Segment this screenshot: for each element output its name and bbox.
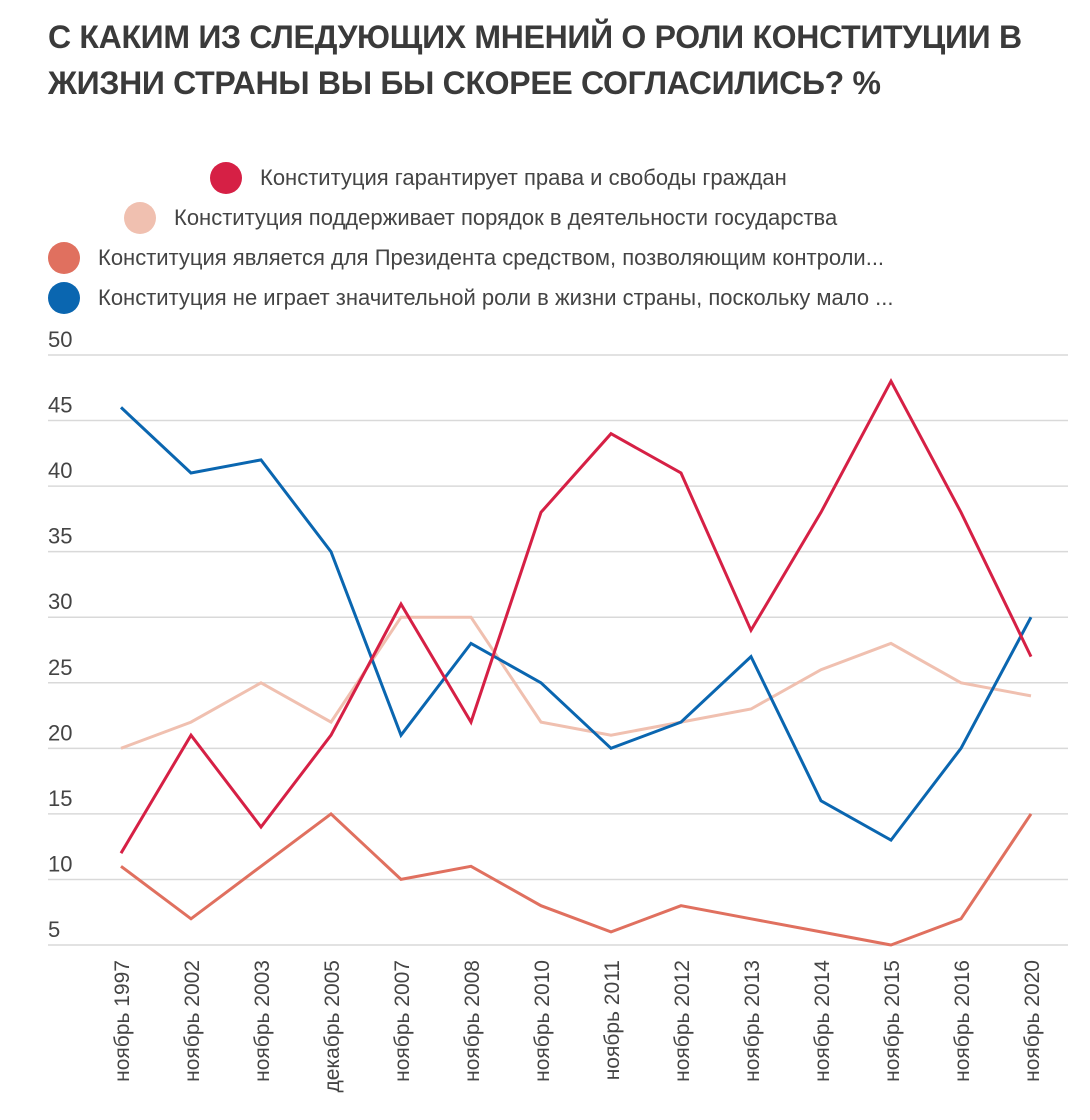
- data-point[interactable]: [607, 731, 615, 739]
- x-tick-label: ноябрь 2008: [461, 960, 484, 1082]
- y-tick-label: 30: [48, 589, 72, 614]
- data-point[interactable]: [397, 731, 405, 739]
- data-point[interactable]: [257, 862, 265, 870]
- legend-item-no-role[interactable]: Конституция не играет значительной роли …: [48, 280, 894, 316]
- data-point[interactable]: [747, 653, 755, 661]
- data-point[interactable]: [467, 639, 475, 647]
- y-tick-label: 5: [48, 917, 60, 942]
- data-point[interactable]: [887, 639, 895, 647]
- data-point[interactable]: [1027, 810, 1035, 818]
- data-point[interactable]: [747, 626, 755, 634]
- data-point[interactable]: [187, 731, 195, 739]
- data-point[interactable]: [257, 456, 265, 464]
- data-point[interactable]: [327, 718, 335, 726]
- data-point[interactable]: [537, 902, 545, 910]
- data-point[interactable]: [607, 430, 615, 438]
- data-point[interactable]: [327, 731, 335, 739]
- data-point[interactable]: [117, 862, 125, 870]
- data-point[interactable]: [117, 849, 125, 857]
- legend-label-rights: Конституция гарантирует права и свободы …: [260, 165, 787, 190]
- x-tick-label: ноябрь 2020: [1021, 960, 1044, 1082]
- x-tick-label: декабрь 2005: [321, 960, 344, 1092]
- y-tick-label: 20: [48, 720, 72, 745]
- data-point[interactable]: [117, 403, 125, 411]
- legend-item-rights[interactable]: Конституция гарантирует права и свободы …: [210, 160, 787, 196]
- data-point[interactable]: [537, 508, 545, 516]
- y-tick-label: 45: [48, 393, 72, 418]
- data-point[interactable]: [187, 469, 195, 477]
- legend-swatch-rights: [210, 162, 242, 194]
- y-tick-label: 40: [48, 458, 72, 483]
- data-point[interactable]: [467, 862, 475, 870]
- chart-title: С КАКИМ ИЗ СЛЕДУЮЩИХ МНЕНИЙ О РОЛИ КОНСТ…: [48, 19, 1022, 101]
- data-point[interactable]: [257, 823, 265, 831]
- y-tick-label: 35: [48, 524, 72, 549]
- legend-swatch-no-role: [48, 282, 80, 314]
- x-tick-label: ноябрь 2010: [531, 960, 554, 1082]
- data-point[interactable]: [957, 915, 965, 923]
- data-point[interactable]: [397, 875, 405, 883]
- data-point[interactable]: [817, 928, 825, 936]
- data-point[interactable]: [677, 718, 685, 726]
- x-tick-label: ноябрь 1997: [111, 960, 134, 1082]
- data-point[interactable]: [117, 744, 125, 752]
- data-point[interactable]: [187, 718, 195, 726]
- data-point[interactable]: [747, 705, 755, 713]
- data-point[interactable]: [817, 508, 825, 516]
- data-point[interactable]: [397, 613, 405, 621]
- data-point[interactable]: [887, 377, 895, 385]
- x-tick-label: ноябрь 2007: [391, 960, 414, 1082]
- data-point[interactable]: [467, 718, 475, 726]
- data-point[interactable]: [327, 810, 335, 818]
- data-point[interactable]: [467, 613, 475, 621]
- y-tick-label: 25: [48, 655, 72, 680]
- data-point[interactable]: [607, 744, 615, 752]
- y-tick-label: 15: [48, 786, 72, 811]
- x-tick-label: ноябрь 2016: [951, 960, 974, 1082]
- data-point[interactable]: [957, 679, 965, 687]
- data-point[interactable]: [1027, 653, 1035, 661]
- data-point[interactable]: [887, 941, 895, 949]
- series-line-3[interactable]: [119, 406, 1033, 843]
- series-line-1[interactable]: [120, 615, 1032, 750]
- data-point[interactable]: [817, 797, 825, 805]
- data-point[interactable]: [1027, 692, 1035, 700]
- x-tick-label: ноябрь 2003: [251, 960, 274, 1082]
- data-point[interactable]: [1027, 613, 1035, 621]
- y-tick-label: 10: [48, 851, 72, 876]
- y-tick-label: 50: [48, 327, 72, 352]
- legend-swatch-president: [48, 242, 80, 274]
- x-tick-label: ноябрь 2014: [811, 960, 834, 1082]
- data-point[interactable]: [677, 902, 685, 910]
- series-line-2[interactable]: [120, 811, 1033, 947]
- data-point[interactable]: [257, 679, 265, 687]
- data-point[interactable]: [187, 915, 195, 923]
- legend-label-order: Конституция поддерживает порядок в деяте…: [174, 205, 838, 230]
- data-point[interactable]: [957, 508, 965, 516]
- data-point[interactable]: [607, 928, 615, 936]
- data-point[interactable]: [817, 666, 825, 674]
- data-point[interactable]: [747, 915, 755, 923]
- x-tick-label: ноябрь 2013: [741, 960, 764, 1082]
- legend-label-no-role: Конституция не играет значительной роли …: [98, 285, 894, 310]
- data-point[interactable]: [957, 744, 965, 752]
- data-point[interactable]: [537, 679, 545, 687]
- data-point[interactable]: [537, 718, 545, 726]
- legend-label-president: Конституция является для Президента сред…: [98, 245, 885, 270]
- legend-item-order[interactable]: Конституция поддерживает порядок в деяте…: [124, 200, 837, 236]
- data-point[interactable]: [677, 469, 685, 477]
- x-tick-label: ноябрь 2015: [881, 960, 904, 1082]
- legend-item-president[interactable]: Конституция является для Президента сред…: [48, 240, 884, 276]
- x-tick-label: ноябрь 2002: [181, 960, 204, 1082]
- data-point[interactable]: [887, 836, 895, 844]
- x-tick-label: ноябрь 2012: [671, 960, 694, 1082]
- series-line-0[interactable]: [119, 378, 1033, 854]
- legend-swatch-order: [124, 202, 156, 234]
- data-point[interactable]: [327, 548, 335, 556]
- x-tick-label: ноябрь 2011: [601, 960, 624, 1080]
- data-point[interactable]: [397, 600, 405, 608]
